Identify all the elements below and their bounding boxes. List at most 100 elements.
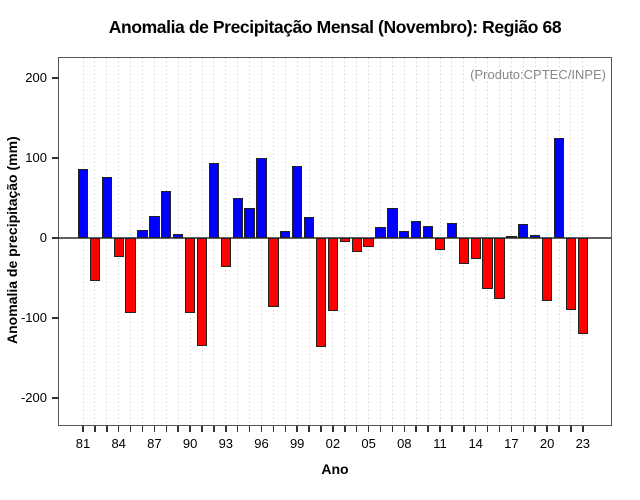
bar-2022: [565, 237, 577, 310]
bar-1988: [161, 190, 172, 238]
gridline-1987: [153, 58, 155, 425]
bar-2010: [422, 225, 434, 238]
x-tick-2013: [463, 426, 465, 432]
gridline-2007: [391, 58, 393, 425]
bar-1991: [196, 237, 208, 346]
gridline-2012: [451, 58, 453, 425]
bar-1995: [244, 207, 255, 238]
x-tick-2021: [558, 426, 560, 432]
x-tick-2009: [415, 426, 417, 432]
bar-1985: [125, 237, 136, 314]
bar-2002: [327, 237, 339, 311]
bar-1993: [220, 237, 231, 268]
bar-1981: [77, 169, 89, 238]
bar-2015: [482, 237, 493, 290]
x-tick-2003: [344, 426, 346, 432]
bar-2021: [553, 137, 565, 238]
gridline-2006: [380, 58, 381, 425]
x-tick-label-2002: 02: [325, 436, 341, 451]
gridline-1986: [142, 58, 143, 425]
gridline-2019: [534, 58, 536, 425]
bar-1982: [89, 237, 101, 282]
bar-2023: [577, 237, 588, 334]
gridline-1994: [237, 58, 239, 425]
bar-2004: [351, 237, 362, 253]
x-tick-label-2020: 20: [539, 436, 555, 451]
gridline-1981: [82, 58, 84, 425]
bar-2017: [506, 235, 517, 238]
x-tick-1999: [296, 426, 298, 432]
chart-title: Anomalia de Precipitação Mensal (Novembr…: [108, 17, 562, 37]
gridline-2017: [510, 58, 512, 425]
x-tick-2004: [355, 426, 358, 432]
x-tick-2010: [427, 426, 429, 432]
x-tick-1992: [213, 426, 215, 432]
x-tick-1995: [248, 426, 251, 432]
x-tick-2023: [582, 426, 584, 432]
gridline-2021: [558, 58, 560, 425]
x-tick-2019: [534, 426, 536, 432]
x-tick-1982: [94, 426, 96, 432]
x-tick-1991: [201, 426, 203, 432]
x-tick-2014: [474, 426, 477, 432]
x-tick-label-2008: 08: [397, 436, 412, 451]
bar-1997: [268, 237, 279, 307]
bar-2012: [446, 222, 458, 238]
bar-1984: [113, 237, 124, 258]
bar-2003: [339, 237, 350, 242]
plot-area: [58, 57, 612, 426]
gridline-1992: [213, 58, 215, 425]
gridline-1996: [261, 58, 262, 425]
source-annotation: (Produto:CPTEC/INPE): [470, 67, 606, 82]
bar-1987: [149, 215, 160, 238]
bar-1999: [292, 165, 303, 238]
x-tick-label-1984: 84: [111, 436, 126, 451]
bar-1994: [232, 197, 243, 238]
x-tick-label-2023: 23: [575, 436, 591, 451]
x-tick-1985: [129, 426, 132, 432]
x-tick-1984: [117, 426, 120, 432]
gridline-2008: [403, 58, 405, 425]
x-tick-2011: [439, 426, 441, 432]
gridline-1983: [106, 58, 108, 425]
x-tick-2007: [391, 426, 394, 432]
bar-1989: [173, 233, 184, 238]
x-tick-2012: [451, 426, 453, 432]
bar-1990: [184, 237, 196, 314]
x-tick-label-1996: 96: [254, 436, 269, 451]
x-tick-2020: [546, 426, 548, 432]
bar-2020: [541, 237, 553, 302]
gridline-1988: [165, 58, 167, 425]
x-tick-2005: [367, 426, 370, 432]
bar-2016: [494, 237, 505, 300]
x-tick-label-1981: 81: [75, 436, 91, 451]
x-tick-1996: [260, 426, 263, 432]
x-tick-2006: [379, 426, 382, 432]
bar-2011: [434, 237, 446, 250]
x-tick-2001: [320, 426, 322, 432]
gridline-1998: [284, 58, 286, 425]
gridline-2009: [415, 58, 417, 425]
bar-2018: [518, 223, 529, 238]
x-tick-1987: [153, 426, 156, 432]
bar-1992: [208, 162, 220, 238]
x-tick-1998: [284, 426, 287, 432]
x-tick-1990: [189, 426, 191, 432]
bar-2013: [458, 237, 469, 265]
x-tick-1983: [106, 426, 108, 432]
gridline-2000: [308, 58, 310, 425]
bar-2014: [470, 237, 481, 260]
x-tick-2000: [308, 426, 310, 432]
bar-1996: [256, 157, 267, 238]
gridline-1995: [249, 58, 251, 425]
x-tick-label-1993: 93: [218, 436, 234, 451]
gridline-2010: [427, 58, 429, 425]
bar-2001: [315, 237, 327, 347]
bar-2006: [375, 226, 386, 238]
bar-2000: [303, 217, 315, 238]
bar-2019: [530, 234, 541, 238]
gridline-1989: [177, 58, 179, 425]
x-tick-1988: [165, 426, 168, 432]
x-tick-1993: [225, 426, 227, 432]
bar-1998: [280, 230, 291, 238]
